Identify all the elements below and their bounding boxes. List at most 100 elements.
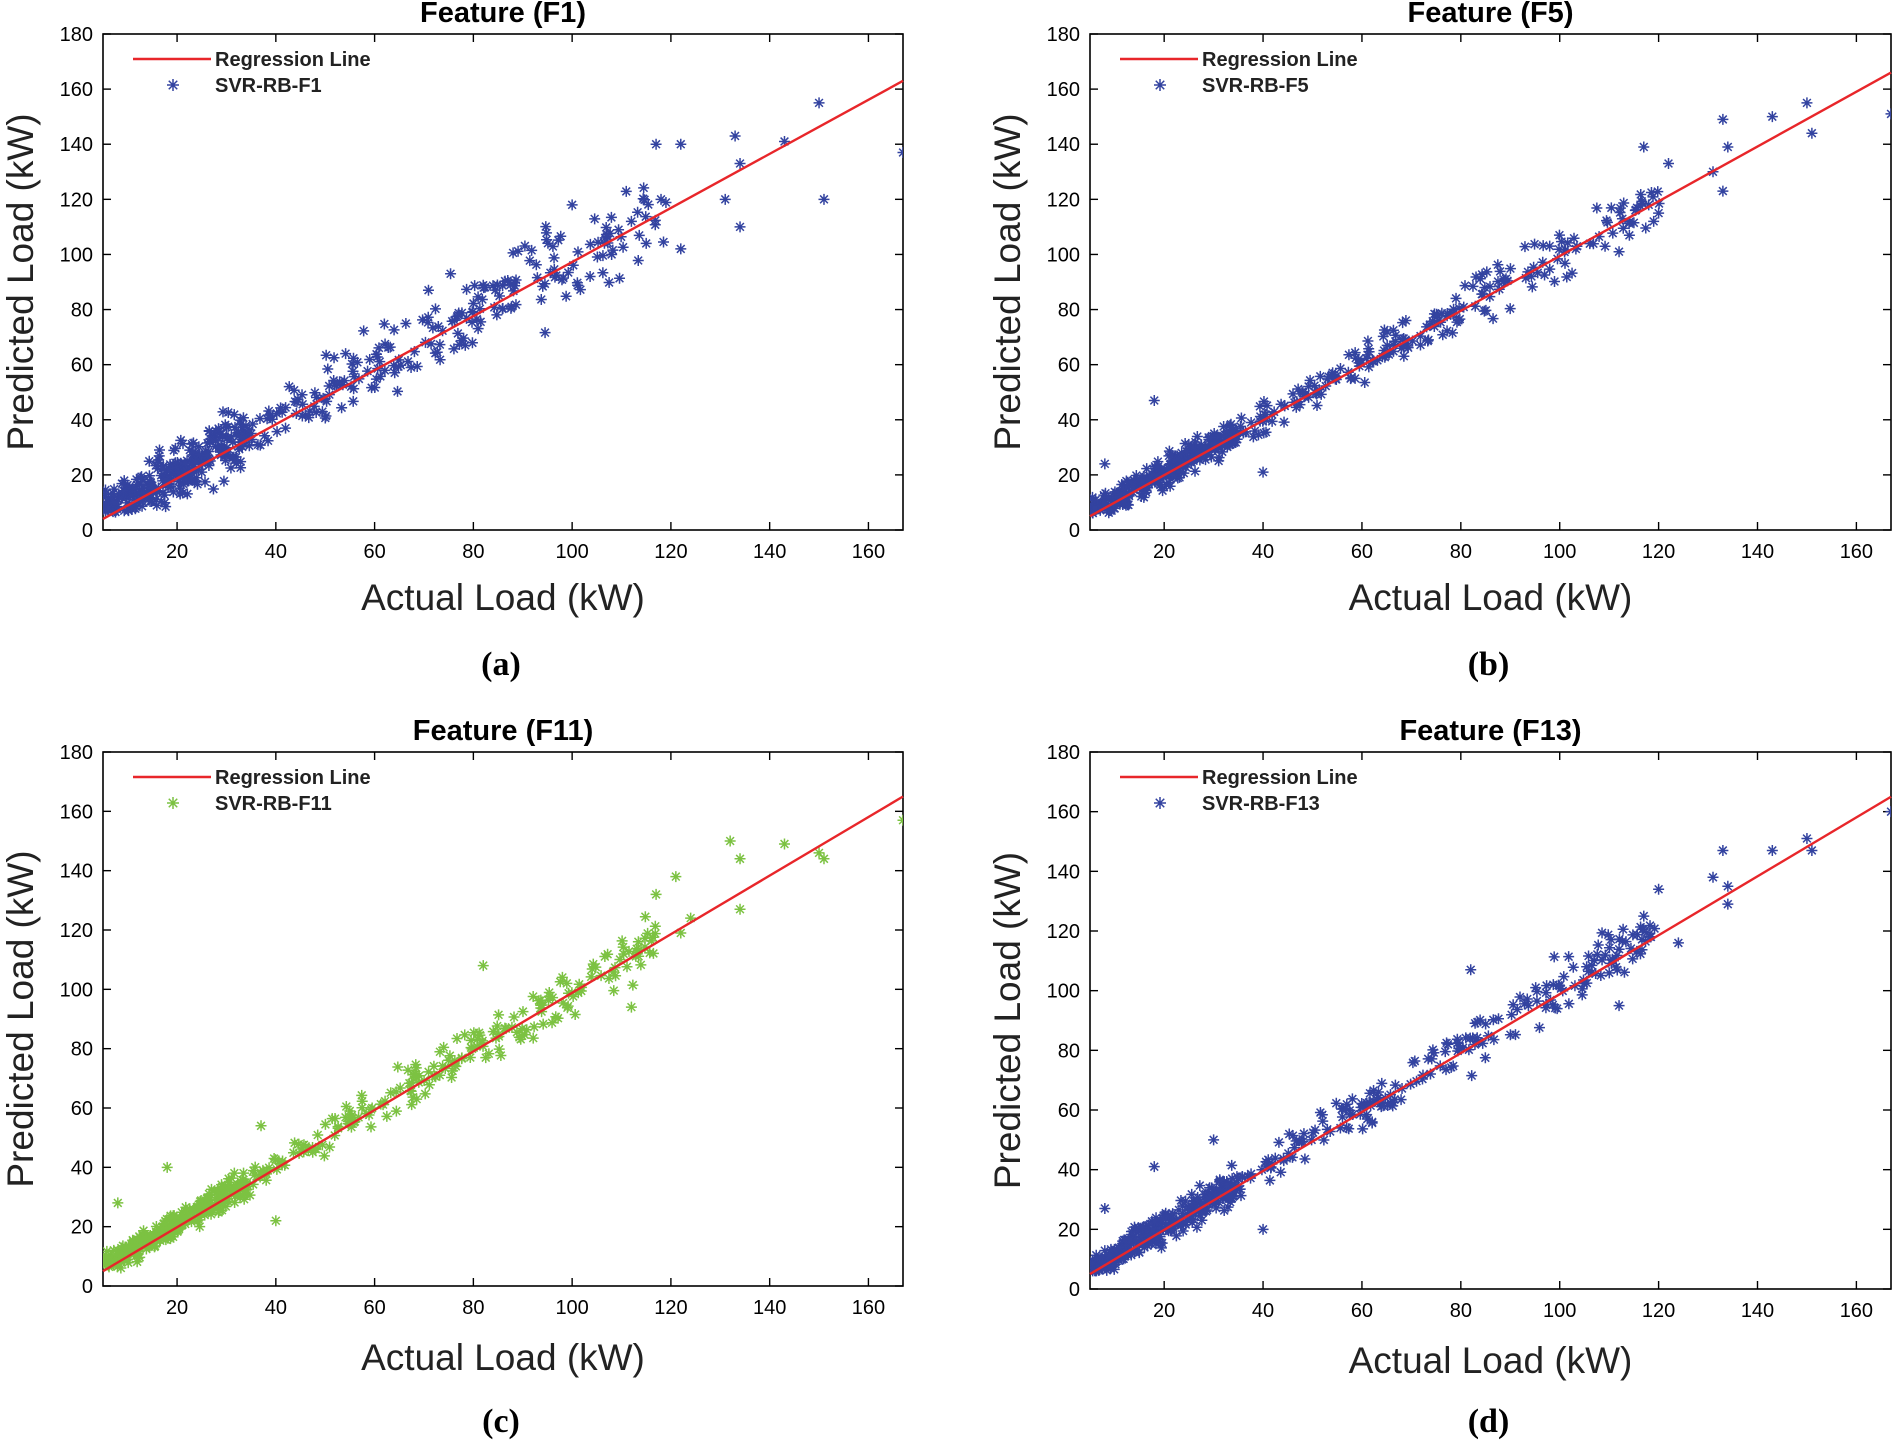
data-point [379, 1095, 391, 1107]
panel-caption: (b) [1468, 646, 1510, 683]
data-point [1537, 256, 1549, 268]
data-point [257, 1164, 269, 1176]
data-point [1645, 931, 1657, 943]
data-point [1303, 380, 1315, 392]
data-point [1599, 240, 1611, 252]
plot-area-frame [102, 751, 904, 1287]
data-point [1500, 273, 1512, 285]
y-tick-label: 20 [1058, 465, 1080, 487]
data-point-outlier [1648, 215, 1660, 227]
data-point [1427, 1044, 1439, 1056]
data-point [1407, 335, 1419, 347]
x-tick-label: 20 [1153, 541, 1175, 563]
data-point [1363, 343, 1375, 355]
data-point [1357, 1102, 1369, 1114]
data-point [630, 950, 642, 962]
data-point [434, 1046, 446, 1058]
data-point [1118, 1253, 1130, 1265]
data-point [229, 421, 241, 433]
data-point [263, 1162, 275, 1174]
data-point [511, 1026, 523, 1038]
data-point [1190, 1199, 1202, 1210]
y-tick-label: 40 [1058, 410, 1080, 432]
data-point [453, 339, 465, 351]
legend: Regression Line SVR-RB-F11 [133, 767, 371, 815]
data-point [231, 1188, 243, 1200]
data-point [347, 365, 359, 377]
legend: Regression Line SVR-RB-F5 [1120, 49, 1358, 97]
data-point [1586, 959, 1598, 971]
data-point-outlier [1148, 394, 1160, 406]
data-point [1559, 257, 1571, 269]
data-point [513, 1031, 525, 1043]
data-point [155, 495, 167, 507]
data-point [1245, 416, 1257, 428]
data-point [1157, 1213, 1169, 1225]
data-point-outlier [477, 960, 489, 972]
data-point [311, 391, 323, 403]
data-point-outlier [1885, 806, 1891, 818]
data-point [1440, 1064, 1452, 1076]
data-point [1218, 421, 1230, 433]
data-point [507, 247, 519, 259]
data-point [1540, 998, 1552, 1010]
data-point [573, 978, 585, 990]
data-point [310, 407, 322, 419]
data-point [1135, 1231, 1147, 1243]
y-tick-label: 80 [1058, 300, 1080, 322]
data-point [186, 438, 198, 450]
y-tick-label: 140 [60, 134, 93, 156]
data-point [1214, 1184, 1226, 1195]
x-tick-label: 100 [1543, 541, 1576, 563]
data-point [531, 272, 543, 284]
data-point [1187, 1198, 1199, 1210]
data-point [213, 1204, 225, 1216]
data-point [1258, 396, 1270, 408]
data-point [478, 282, 490, 294]
legend-marker-swatch [167, 79, 179, 91]
data-point [1588, 954, 1600, 966]
data-point [647, 931, 659, 943]
data-point [103, 1257, 113, 1269]
data-point [1559, 246, 1571, 258]
data-point [358, 325, 370, 337]
data-point [1381, 339, 1393, 351]
data-point [176, 1212, 188, 1224]
data-point-outlier [640, 237, 652, 249]
data-point [632, 936, 644, 948]
data-point [1583, 965, 1594, 977]
y-tick-label: 20 [1058, 1219, 1080, 1241]
data-point [175, 472, 187, 484]
data-point [143, 470, 155, 482]
data-point [160, 464, 172, 476]
data-point [1415, 330, 1426, 342]
data-point [1170, 1230, 1182, 1242]
data-point [215, 1183, 227, 1195]
data-point [1284, 1151, 1296, 1163]
data-point [1278, 1155, 1290, 1167]
data-point [194, 448, 206, 460]
data-point [205, 433, 217, 445]
data-point [635, 959, 647, 971]
data-point-outlier [778, 838, 790, 850]
y-tick-label: 80 [71, 1039, 93, 1061]
chart-panel-b: Feature (F5) 20 40 60 80 100 120 140 160 0 20 40 60 8… [987, 0, 1892, 683]
data-point [1185, 442, 1197, 454]
data-point [108, 1244, 120, 1256]
y-tick-label: 120 [1047, 921, 1080, 943]
data-point-outlier [1257, 1223, 1269, 1235]
data-point [1477, 1037, 1489, 1049]
data-point [338, 375, 350, 387]
data-point [428, 1060, 440, 1072]
data-point [1558, 971, 1570, 983]
data-point [474, 303, 486, 315]
data-point [184, 444, 196, 456]
data-point [1471, 1016, 1483, 1028]
data-point [540, 221, 552, 233]
data-point [465, 1034, 477, 1046]
data-point [1522, 266, 1534, 278]
data-point [348, 371, 360, 383]
data-point [195, 1194, 207, 1206]
data-point [1484, 281, 1496, 293]
data-point [238, 1193, 250, 1205]
